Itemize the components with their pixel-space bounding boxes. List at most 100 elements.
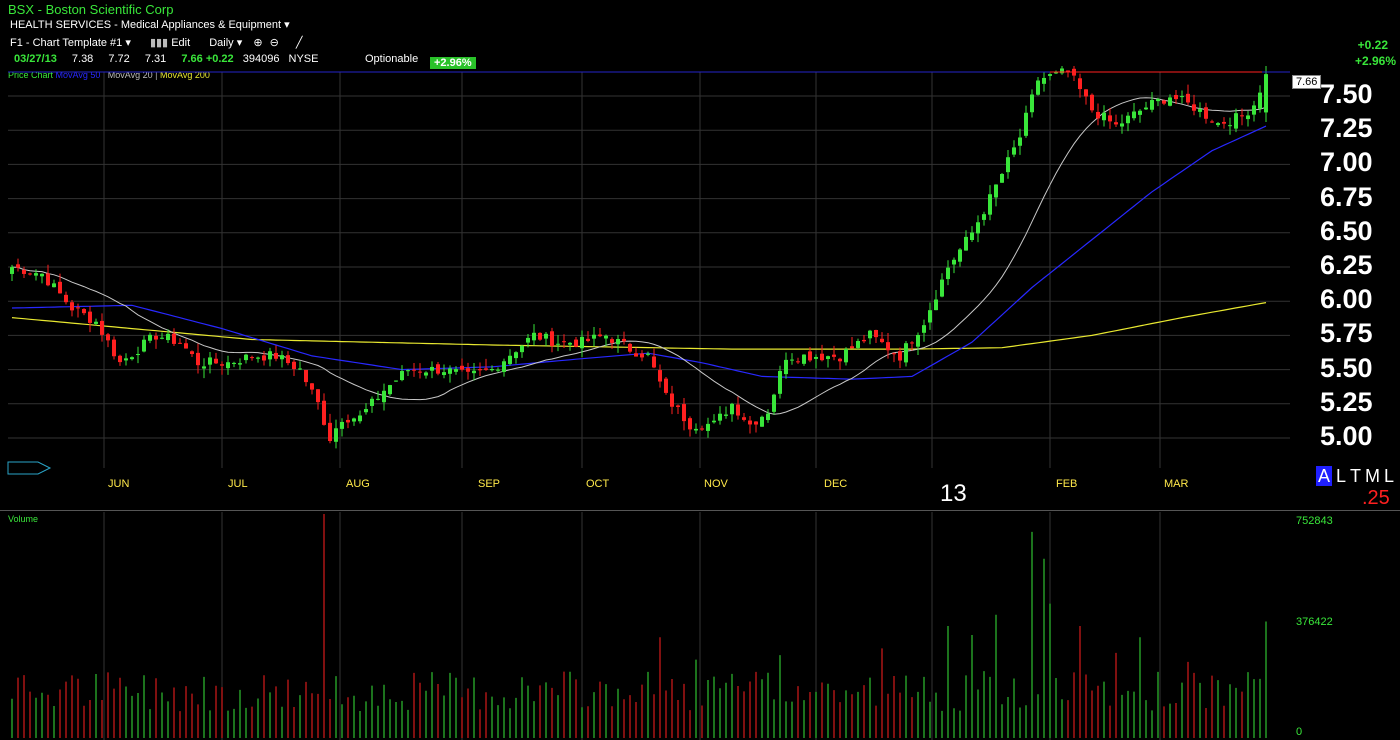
zoom-in-icon[interactable]: ⊕ (253, 37, 263, 49)
candle-body (1126, 115, 1130, 124)
candle-body (898, 351, 902, 361)
candle-body (952, 259, 956, 265)
candle-body (742, 417, 746, 420)
candle-body (280, 355, 284, 360)
candle-body (1018, 137, 1022, 146)
scale-l2-button[interactable]: L (1384, 466, 1395, 486)
candle-body (1108, 115, 1112, 122)
candle-body (1138, 110, 1142, 115)
sector-text: HEALTH SERVICES - Medical Appliances & E… (10, 19, 282, 31)
zoom-out-icon[interactable]: ⊖ (269, 37, 279, 49)
candle-body (1210, 121, 1214, 123)
candle-body (472, 370, 476, 374)
month-label: AUG (346, 478, 370, 490)
candle-body (604, 335, 608, 339)
candle-body (1258, 92, 1262, 109)
candle-body (712, 420, 716, 423)
candle-body (40, 273, 44, 277)
candle-body (1132, 111, 1136, 119)
ma200-line (11, 302, 1267, 350)
candle-body (964, 236, 968, 251)
scroll-handle-icon[interactable] (7, 461, 52, 475)
chevron-down-icon: ▾ (236, 37, 243, 49)
candle-body (748, 420, 752, 425)
edit-button[interactable]: ▮▮▮ Edit (150, 36, 190, 49)
candle-body (1204, 107, 1208, 119)
y-tick-label: 6.50 (1320, 215, 1373, 246)
candle-body (934, 299, 938, 311)
candle-body (916, 334, 920, 347)
candle-body (442, 372, 446, 376)
candle-body (814, 356, 818, 359)
candle-body (94, 321, 98, 324)
month-label: DEC (824, 478, 848, 490)
candle-body (1102, 112, 1106, 121)
scale-m-button[interactable]: M (1365, 466, 1381, 486)
candle-body (1078, 78, 1082, 90)
candle-body (1012, 147, 1016, 155)
candle-body (484, 368, 488, 370)
candle-body (610, 339, 614, 343)
candle-body (634, 353, 638, 357)
template-dropdown[interactable]: F1 - Chart Template #1 ▾ (10, 36, 131, 49)
price-chart[interactable] (0, 66, 1400, 512)
draw-line-icon[interactable]: ╱ (295, 37, 303, 49)
candle-body (82, 308, 86, 314)
candle-body (490, 369, 494, 371)
candle-body (646, 353, 650, 355)
candle-body (502, 361, 506, 372)
moving-averages (11, 97, 1267, 415)
sector-label[interactable]: HEALTH SERVICES - Medical Appliances & E… (10, 18, 290, 31)
candle-body (340, 421, 344, 429)
candle-body (328, 422, 332, 442)
scale-l-button[interactable]: L (1336, 466, 1347, 486)
period-text: Daily (209, 37, 234, 49)
legend-ma50: MovAvg 50 (55, 70, 101, 80)
scale-a-button[interactable]: A (1316, 466, 1333, 486)
candle-body (958, 249, 962, 262)
price-grid (8, 72, 1290, 468)
candle-body (622, 338, 626, 342)
quote-exchange: NYSE (288, 53, 319, 65)
chevron-down-icon: ▾ (125, 37, 131, 49)
candle-body (1096, 111, 1100, 119)
candle-body (226, 362, 230, 369)
candle-body (976, 222, 980, 234)
candle-body (796, 361, 800, 363)
candle-body (922, 325, 926, 333)
month-label: JUL (228, 478, 248, 490)
year-label: 13 (940, 480, 967, 507)
candle-body (700, 428, 704, 430)
candle-body (880, 338, 884, 343)
candle-body (382, 390, 386, 403)
candle-body (1252, 105, 1256, 115)
candle-body (358, 415, 362, 422)
candle-body (286, 355, 290, 364)
candle-body (1114, 122, 1118, 125)
candle-body (394, 380, 398, 382)
candle-body (718, 413, 722, 421)
candle-body (982, 214, 986, 220)
candle-body (388, 385, 392, 395)
candle-body (418, 371, 422, 373)
candle-body (430, 366, 434, 371)
candle-body (1198, 109, 1202, 112)
scale-t-button[interactable]: T (1350, 466, 1362, 486)
candle-body (268, 351, 272, 360)
candle-body (850, 346, 854, 349)
candle-body (574, 339, 578, 347)
candle-body (730, 403, 734, 415)
quote-line: 03/27/13 7.38 7.72 7.31 7.66 +0.22 39409… (14, 53, 318, 65)
period-dropdown[interactable]: Daily ▾ (209, 36, 242, 49)
pct-change-text: +2.96% (430, 57, 476, 69)
candle-body (400, 371, 404, 381)
candle-body (1048, 74, 1052, 76)
candle-body (496, 369, 500, 371)
volume-chart[interactable] (0, 512, 1400, 740)
candle-body (1162, 100, 1166, 104)
y-tick-label: 7.00 (1320, 147, 1373, 178)
candle-body (316, 389, 320, 403)
candle-body (1036, 80, 1040, 95)
candle-body (838, 358, 842, 362)
candle-body (802, 354, 806, 364)
